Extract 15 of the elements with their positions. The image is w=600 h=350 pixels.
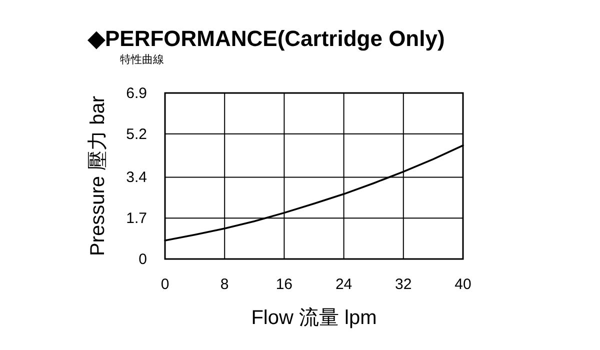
x-tick-label: 40 <box>454 276 472 293</box>
y-tick-label: 6.9 <box>126 85 147 102</box>
y-tick-label: 3.4 <box>126 169 147 186</box>
y-tick-label: 0 <box>138 251 147 268</box>
y-axis-title: Pressure 壓力 bar <box>87 96 109 256</box>
y-tick-label: 5.2 <box>126 126 147 143</box>
x-tick-label: 16 <box>276 276 293 293</box>
x-tick-label: 32 <box>395 276 412 293</box>
chart-subtitle: 特性曲線 <box>120 53 164 66</box>
y-tick-label: 1.7 <box>126 210 147 228</box>
x-axis-title: Flow 流量 lpm <box>251 307 377 329</box>
x-tick-label: 0 <box>160 276 170 293</box>
x-tick-label: 8 <box>220 276 229 293</box>
chart-title: ◆PERFORMANCE(Cartridge Only) <box>87 26 445 51</box>
x-tick-label: 24 <box>335 276 352 293</box>
